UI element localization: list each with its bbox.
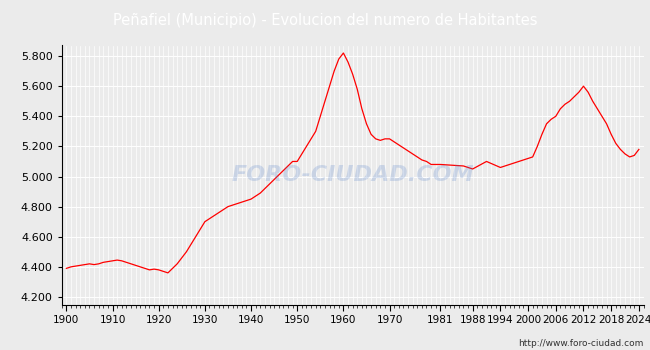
Text: FORO-CIUDAD.COM: FORO-CIUDAD.COM [231,165,474,185]
Text: Peñafiel (Municipio) - Evolucion del numero de Habitantes: Peñafiel (Municipio) - Evolucion del num… [112,13,538,28]
Text: http://www.foro-ciudad.com: http://www.foro-ciudad.com [518,339,644,348]
